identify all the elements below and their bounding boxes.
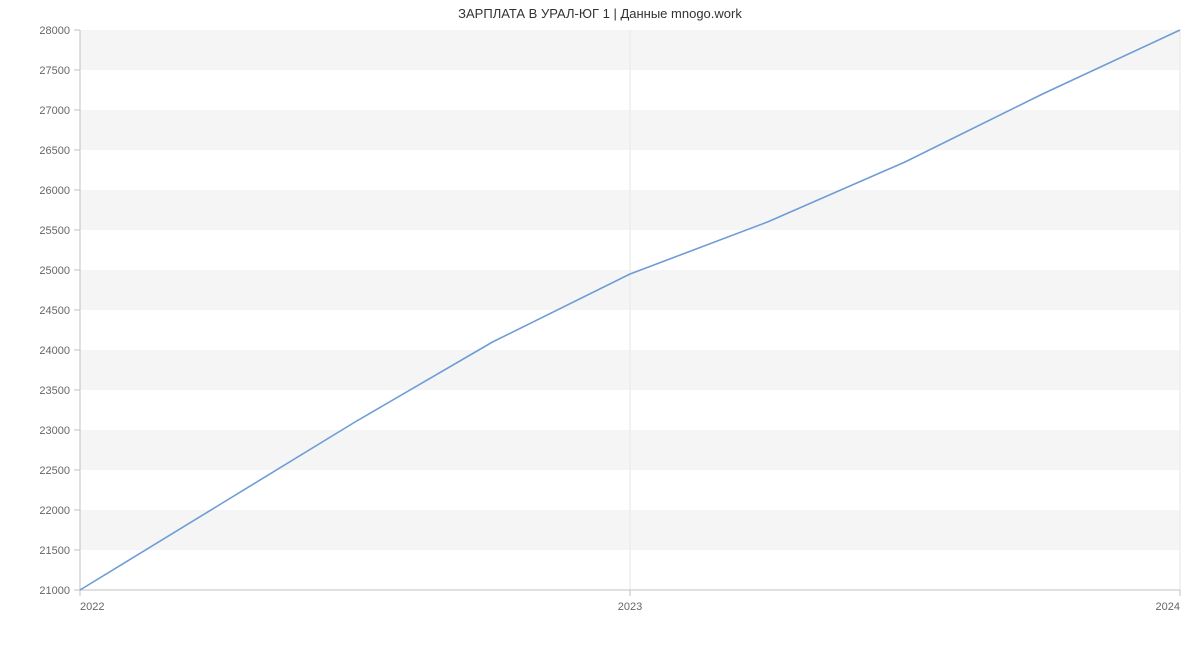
y-tick-label: 22500 [39,465,70,477]
y-tick-label: 27000 [39,105,70,117]
y-tick-label: 21500 [39,545,70,557]
y-tick-label: 22000 [39,505,70,517]
y-tick-label: 23000 [39,425,70,437]
y-tick-label: 21000 [39,585,70,597]
y-tick-label: 26500 [39,145,70,157]
y-tick-label: 25000 [39,265,70,277]
y-tick-label: 24000 [39,345,70,357]
y-tick-label: 25500 [39,225,70,237]
y-tick-label: 26000 [39,185,70,197]
y-tick-label: 27500 [39,65,70,77]
salary-line-chart: ЗАРПЛАТА В УРАЛ-ЮГ 1 | Данные mnogo.work… [0,0,1200,650]
x-tick-label: 2022 [80,601,104,613]
x-tick-label: 2023 [618,601,642,613]
chart-title: ЗАРПЛАТА В УРАЛ-ЮГ 1 | Данные mnogo.work [0,6,1200,21]
y-tick-label: 23500 [39,385,70,397]
y-tick-label: 24500 [39,305,70,317]
y-tick-label: 28000 [39,25,70,37]
x-tick-label: 2024 [1156,601,1180,613]
chart-canvas: 21000 21500 22000 22500 23000 23500 24000 24500… [0,0,1200,650]
